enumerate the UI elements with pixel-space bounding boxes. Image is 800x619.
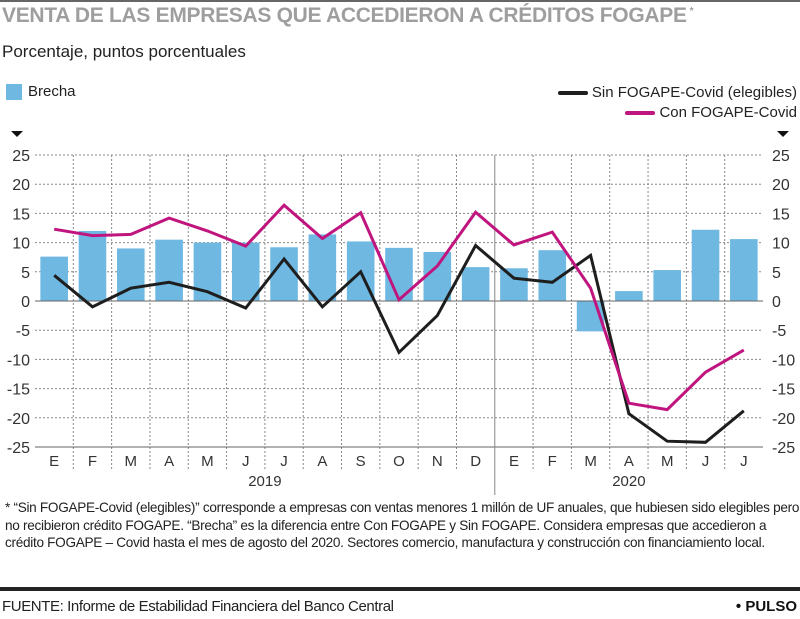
line-con-fogape bbox=[53, 203, 745, 412]
bar-brecha bbox=[653, 270, 682, 301]
x-tick-label: E bbox=[509, 453, 519, 470]
bar-swatch-icon bbox=[6, 83, 22, 100]
x-tick-label: O bbox=[393, 453, 405, 470]
bar-brecha bbox=[155, 239, 183, 301]
chart-title: VENTA DE LAS EMPRESAS QUE ACCEDIERON A C… bbox=[2, 4, 694, 28]
y-tick-right: -10 bbox=[772, 352, 795, 369]
y-tick-right: 15 bbox=[772, 206, 790, 223]
right-axis-arrow-icon bbox=[777, 131, 789, 137]
y-tick-right: -15 bbox=[772, 382, 795, 399]
bar-brecha bbox=[270, 247, 298, 301]
bar-brecha bbox=[691, 229, 720, 301]
y-tick-left: 5 bbox=[21, 265, 30, 282]
y-tick-right: -25 bbox=[772, 440, 795, 457]
x-tick-label: A bbox=[317, 453, 327, 470]
y-tick-right: 10 bbox=[772, 236, 790, 253]
legend-brecha: Brecha bbox=[6, 83, 76, 100]
source-text: FUENTE: Informe de Estabilidad Financier… bbox=[2, 598, 394, 615]
bar-brecha bbox=[40, 256, 68, 301]
legend-brecha-label: Brecha bbox=[28, 83, 76, 100]
x-tick-label: A bbox=[624, 453, 634, 470]
y-tick-right: 25 bbox=[772, 148, 790, 165]
x-tick-label: S bbox=[356, 453, 366, 470]
y-tick-right: 20 bbox=[772, 177, 790, 194]
y-tick-left: -10 bbox=[7, 352, 30, 369]
x-tick-label: M bbox=[661, 453, 674, 470]
bar-brecha bbox=[78, 230, 107, 301]
x-tick-label: E bbox=[49, 453, 59, 470]
y-tick-left: -25 bbox=[7, 440, 30, 457]
y-tick-left: 20 bbox=[12, 177, 30, 194]
brand-logo: • PULSO bbox=[735, 598, 797, 615]
x-tick-label: J bbox=[280, 453, 288, 470]
bar-brecha bbox=[308, 234, 337, 301]
x-tick-label: M bbox=[584, 453, 597, 470]
x-tick-label: F bbox=[548, 453, 557, 470]
x-tick-label: J bbox=[740, 453, 748, 470]
x-tick-label: J bbox=[702, 453, 710, 470]
bar-brecha bbox=[615, 291, 643, 301]
y-tick-left: 10 bbox=[12, 236, 30, 253]
year-label: 2019 bbox=[248, 473, 281, 490]
x-tick-label: M bbox=[201, 453, 214, 470]
legend-sin-label: Sin FOGAPE-Covid (elegibles) bbox=[591, 84, 797, 101]
year-label: 2020 bbox=[612, 473, 645, 490]
y-tick-left: 15 bbox=[12, 206, 30, 223]
y-tick-left: 25 bbox=[12, 148, 30, 165]
x-tick-label: J bbox=[242, 453, 250, 470]
top-rule bbox=[0, 0, 800, 2]
bar-brecha bbox=[231, 242, 260, 301]
legend-con: Con FOGAPE-Covid bbox=[558, 103, 797, 123]
y-tick-right: 5 bbox=[772, 265, 781, 282]
black-line-key-icon bbox=[557, 91, 588, 95]
legend-con-label: Con FOGAPE-Covid bbox=[659, 104, 797, 121]
y-tick-right: -20 bbox=[772, 411, 795, 428]
left-axis-arrow-icon bbox=[11, 131, 23, 137]
chart-title-text: VENTA DE LAS EMPRESAS QUE ACCEDIERON A C… bbox=[2, 4, 687, 27]
legend-lines: Sin FOGAPE-Covid (elegibles) Con FOGAPE-… bbox=[557, 83, 797, 123]
x-tick-label: A bbox=[164, 453, 174, 470]
title-footnote-mark: * bbox=[689, 6, 694, 17]
magenta-line-key-icon bbox=[625, 111, 656, 115]
y-tick-left: -5 bbox=[16, 323, 30, 340]
bar-brecha bbox=[423, 251, 452, 301]
x-tick-label: F bbox=[88, 453, 97, 470]
x-tick-label: D bbox=[470, 453, 481, 470]
y-tick-left: 0 bbox=[21, 294, 30, 311]
x-tick-label: M bbox=[125, 453, 138, 470]
x-tick-label: N bbox=[432, 453, 443, 470]
bottom-rule bbox=[0, 587, 800, 591]
legend-sin: Sin FOGAPE-Covid (elegibles) bbox=[557, 83, 797, 103]
bar-brecha bbox=[730, 239, 758, 301]
y-tick-left: -15 bbox=[7, 382, 30, 399]
y-tick-left: -20 bbox=[7, 411, 30, 428]
bar-brecha bbox=[500, 268, 528, 301]
bar-brecha bbox=[461, 267, 490, 301]
footnote: * “Sin FOGAPE-Covid (elegibles)” corresp… bbox=[5, 500, 800, 550]
chart-subtitle: Porcentaje, puntos porcentuales bbox=[2, 42, 246, 61]
y-tick-right: 0 bbox=[772, 294, 781, 311]
y-tick-right: -5 bbox=[772, 323, 786, 340]
